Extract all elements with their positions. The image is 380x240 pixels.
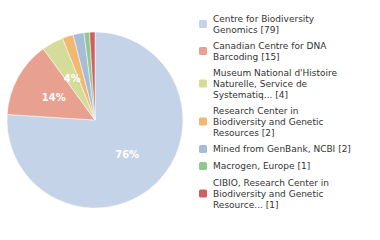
svg-text:14%: 14% — [42, 92, 66, 103]
svg-text:Biodiversity and Genetic: Biodiversity and Genetic — [213, 189, 323, 199]
svg-text:Biodiversity and Genetic: Biodiversity and Genetic — [213, 117, 323, 127]
svg-text:Barcoding [15]: Barcoding [15] — [213, 52, 280, 62]
svg-text:Mined from GenBank, NCBI [2]: Mined from GenBank, NCBI [2] — [213, 144, 351, 154]
svg-text:Research Center in: Research Center in — [213, 106, 299, 116]
svg-text:Systematiq... [4]: Systematiq... [4] — [213, 90, 288, 100]
svg-text:Genomics [79]: Genomics [79] — [213, 25, 279, 35]
svg-text:Resources [2]: Resources [2] — [213, 128, 275, 138]
svg-text:76%: 76% — [115, 149, 139, 160]
svg-text:Canadian Centre for DNA: Canadian Centre for DNA — [213, 41, 327, 51]
svg-text:Museum National d'Histoire: Museum National d'Histoire — [213, 68, 338, 78]
svg-text:CIBIO, Research Center in: CIBIO, Research Center in — [213, 178, 329, 188]
svg-text:Resource... [1]: Resource... [1] — [213, 200, 278, 210]
svg-text:Macrogen, Europe [1]: Macrogen, Europe [1] — [213, 161, 310, 171]
svg-text:Naturelle, Service de: Naturelle, Service de — [213, 79, 308, 89]
svg-text:Centre for Biodiversity: Centre for Biodiversity — [213, 14, 315, 24]
svg-text:4%: 4% — [64, 73, 81, 84]
